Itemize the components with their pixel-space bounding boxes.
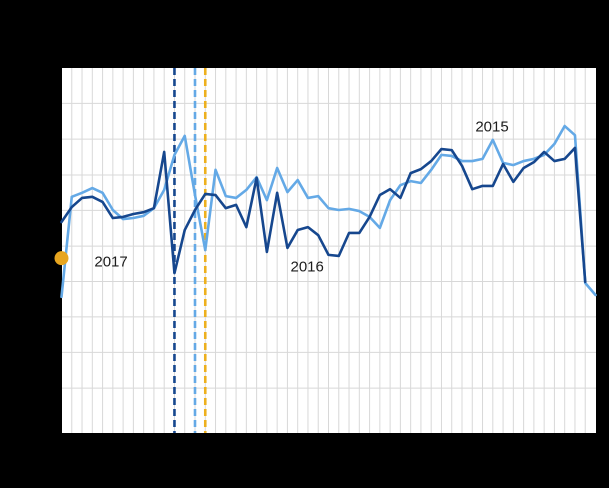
series-label-2017: 2017: [94, 253, 128, 271]
series-label-2016: 2016: [290, 258, 324, 276]
series-label-2015: 2015: [475, 118, 509, 136]
series-line-2016: [60, 146, 587, 284]
series-point-2017: [54, 251, 69, 266]
